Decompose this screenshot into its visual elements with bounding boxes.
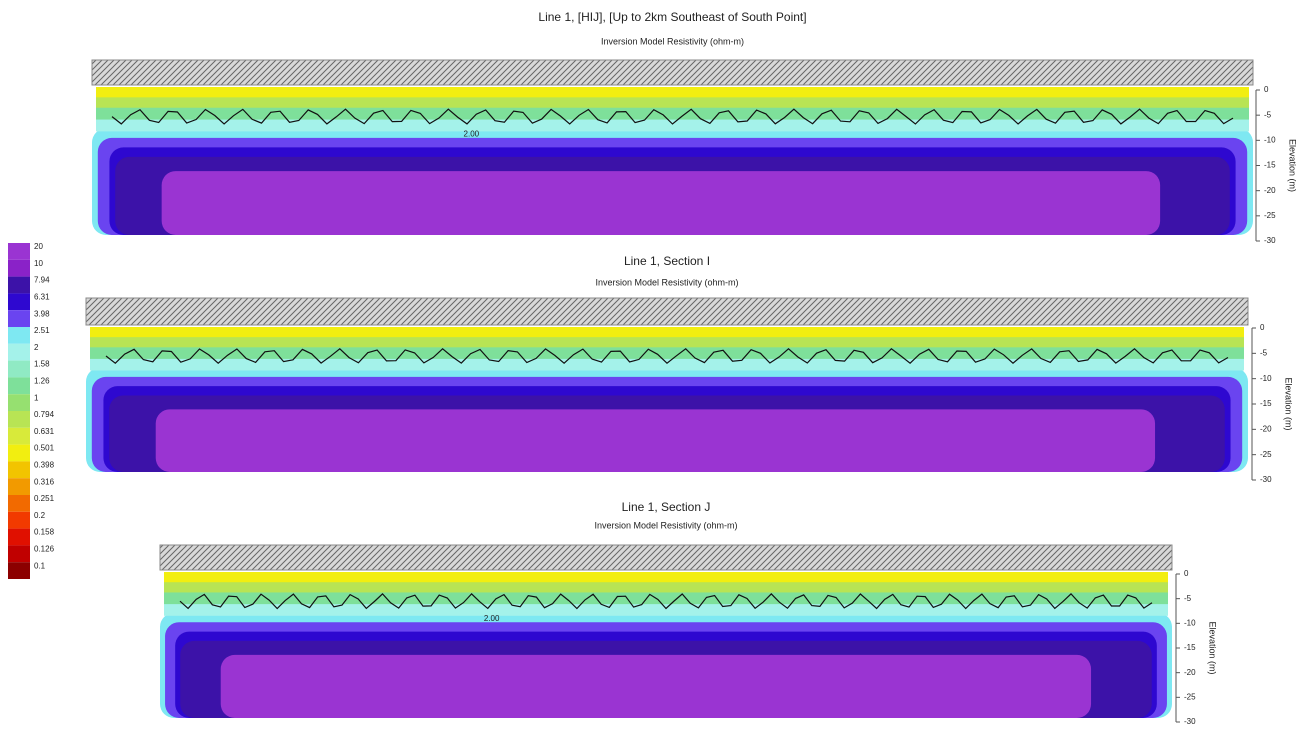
colorbar-swatch: [8, 545, 30, 563]
colorbar-swatch: [8, 427, 30, 445]
y-tick-label: -10: [1260, 374, 1272, 383]
colorbar-label: 0.316: [34, 477, 55, 486]
y-tick-label: -15: [1184, 643, 1196, 652]
colorbar-label: 10: [34, 259, 43, 268]
electrode-strip: [91, 59, 1254, 86]
electrode-strip: [159, 544, 1173, 571]
colorbar-swatch: [8, 411, 30, 428]
colorbar-label: 20: [34, 242, 43, 251]
y-axis-label: Elevation (m): [1288, 139, 1298, 192]
colorbar-label: 6.31: [34, 293, 50, 302]
colorbar-label: 1.58: [34, 360, 50, 369]
y-tick-label: -20: [1260, 424, 1272, 433]
colorbar-label: 0.398: [34, 461, 55, 470]
colorbar-label: 1.26: [34, 377, 50, 386]
colorbar-swatch: [8, 293, 30, 311]
colorbar-swatch: [8, 259, 30, 277]
colorbar-swatch: [8, 394, 30, 411]
y-tick-label: -20: [1184, 668, 1196, 677]
panel-title: Line 1, Section J: [622, 500, 711, 514]
resistivity-zone: [220, 654, 1092, 718]
contour-line: [111, 108, 1234, 125]
y-tick-label: -10: [1184, 618, 1196, 627]
y-tick-label: -25: [1264, 211, 1276, 220]
y-tick-label: -25: [1260, 450, 1272, 459]
colorbar-label: 0.126: [34, 545, 55, 554]
resistivity-zone: [161, 171, 1161, 235]
y-tick-label: -5: [1184, 594, 1192, 603]
y-tick-label: -30: [1260, 475, 1272, 484]
contour-label: 2.00: [464, 129, 480, 138]
contour-line: [179, 593, 1153, 610]
y-tick-label: -20: [1264, 186, 1276, 195]
colorbar-swatch: [8, 327, 30, 344]
y-tick-label: -15: [1260, 399, 1272, 408]
colorbar-swatch: [8, 276, 30, 294]
colorbar-label: 0.631: [34, 427, 55, 436]
section-panel: Line 1, [HIJ], [Up to 2km Southeast of S…: [91, 10, 1298, 245]
panel-subtitle: Inversion Model Resistivity (ohm-m): [595, 277, 738, 287]
colorbar-swatch: [8, 461, 30, 479]
contour-label: 2.00: [484, 614, 500, 623]
y-tick-label: -30: [1184, 717, 1196, 726]
colorbar-swatch: [8, 528, 30, 546]
colorbar-swatch: [8, 310, 30, 327]
y-axis-label: Elevation (m): [1208, 621, 1218, 674]
colorbar-label: 0.2: [34, 511, 46, 520]
electrode-strip: [85, 297, 1249, 326]
resistivity-zone: [90, 327, 1244, 338]
colorbar-label: 2.51: [34, 326, 50, 335]
y-tick-label: 0: [1260, 323, 1265, 332]
resistivity-zone: [155, 409, 1156, 472]
y-tick-label: -25: [1184, 692, 1196, 701]
colorbar-label: 0.1: [34, 561, 46, 570]
colorbar-swatch: [8, 444, 30, 462]
panel-subtitle: Inversion Model Resistivity (ohm-m): [594, 520, 737, 530]
colorbar-swatch: [8, 478, 30, 495]
colorbar-label: 7.94: [34, 276, 50, 285]
y-tick-label: -5: [1264, 110, 1272, 119]
section-panel: Line 1, Section J Inversion Model Resisti…: [159, 500, 1218, 726]
colorbar-swatch: [8, 562, 30, 579]
panel-title: Line 1, Section I: [624, 254, 710, 268]
colorbar-swatch: [8, 243, 30, 260]
colorbar-label: 0.158: [34, 528, 55, 537]
y-tick-label: -30: [1264, 236, 1276, 245]
y-tick-label: 0: [1264, 85, 1269, 94]
y-tick-label: -15: [1264, 161, 1276, 170]
y-tick-label: 0: [1184, 569, 1189, 578]
resistivity-zone: [164, 572, 1168, 583]
colorbar-label: 2: [34, 343, 39, 352]
colorbar-label: 3.98: [34, 309, 50, 318]
colorbar-swatch: [8, 360, 30, 378]
contour-line: [105, 348, 1229, 364]
panel-title: Line 1, [HIJ], [Up to 2km Southeast of S…: [538, 10, 806, 24]
colorbar-label: 0.794: [34, 410, 55, 419]
colorbar-label: 1: [34, 393, 39, 402]
y-tick-label: -10: [1264, 135, 1276, 144]
colorbar-label: 0.251: [34, 494, 55, 503]
colorbar-swatch: [8, 511, 30, 529]
y-tick-label: -5: [1260, 348, 1268, 357]
colorbar-swatch: [8, 343, 30, 361]
y-axis-label: Elevation (m): [1284, 377, 1294, 430]
colorbar-swatch: [8, 377, 30, 395]
section-panel: Line 1, Section I Inversion Model Resisti…: [85, 254, 1294, 484]
panel-subtitle: Inversion Model Resistivity (ohm-m): [601, 36, 744, 46]
colorbar-label: 0.501: [34, 444, 55, 453]
colorbar-swatch: [8, 495, 30, 512]
resistivity-zone: [96, 87, 1249, 98]
